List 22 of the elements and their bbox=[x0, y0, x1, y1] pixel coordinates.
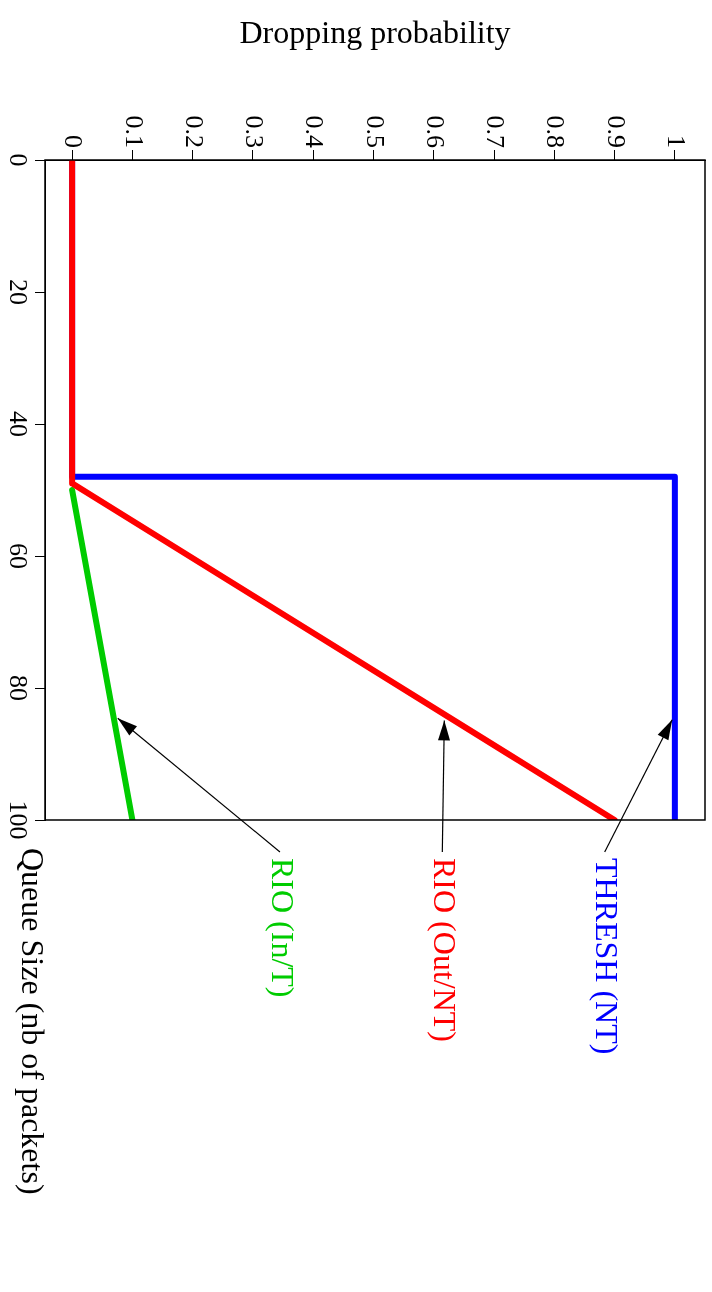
text: RIO (Out/NT) bbox=[426, 858, 463, 1042]
y-tick-label: 100 bbox=[4, 800, 34, 840]
text: THRESH (NT) bbox=[589, 858, 626, 1055]
x-tick-label: 0.6 bbox=[420, 115, 450, 148]
x-tick-label: 0.5 bbox=[360, 115, 390, 148]
x-tick-label: 0 bbox=[59, 135, 89, 148]
y-tick-label: 60 bbox=[4, 543, 34, 569]
x-tick-label: 0.4 bbox=[300, 115, 330, 148]
y-axis-title: Queue Size (nb of packets) bbox=[14, 848, 51, 1195]
y-tick-label: 0 bbox=[4, 153, 34, 167]
x-tick-label: 1 bbox=[662, 135, 692, 148]
x-tick-label: 0.9 bbox=[601, 115, 631, 148]
y-tick-label: 20 bbox=[4, 279, 34, 305]
y-tick-label: 40 bbox=[4, 411, 34, 437]
x-tick-label: 0.2 bbox=[179, 115, 209, 148]
x-tick-label: 0.8 bbox=[541, 115, 571, 148]
text: RIO (In/T) bbox=[264, 858, 301, 998]
x-tick-label: 0.3 bbox=[240, 115, 270, 148]
x-axis-title: Dropping probability bbox=[239, 14, 511, 51]
y-tick-label: 80 bbox=[4, 675, 34, 701]
x-tick-label: 0.7 bbox=[481, 115, 511, 148]
x-tick-label: 0.1 bbox=[119, 115, 149, 148]
